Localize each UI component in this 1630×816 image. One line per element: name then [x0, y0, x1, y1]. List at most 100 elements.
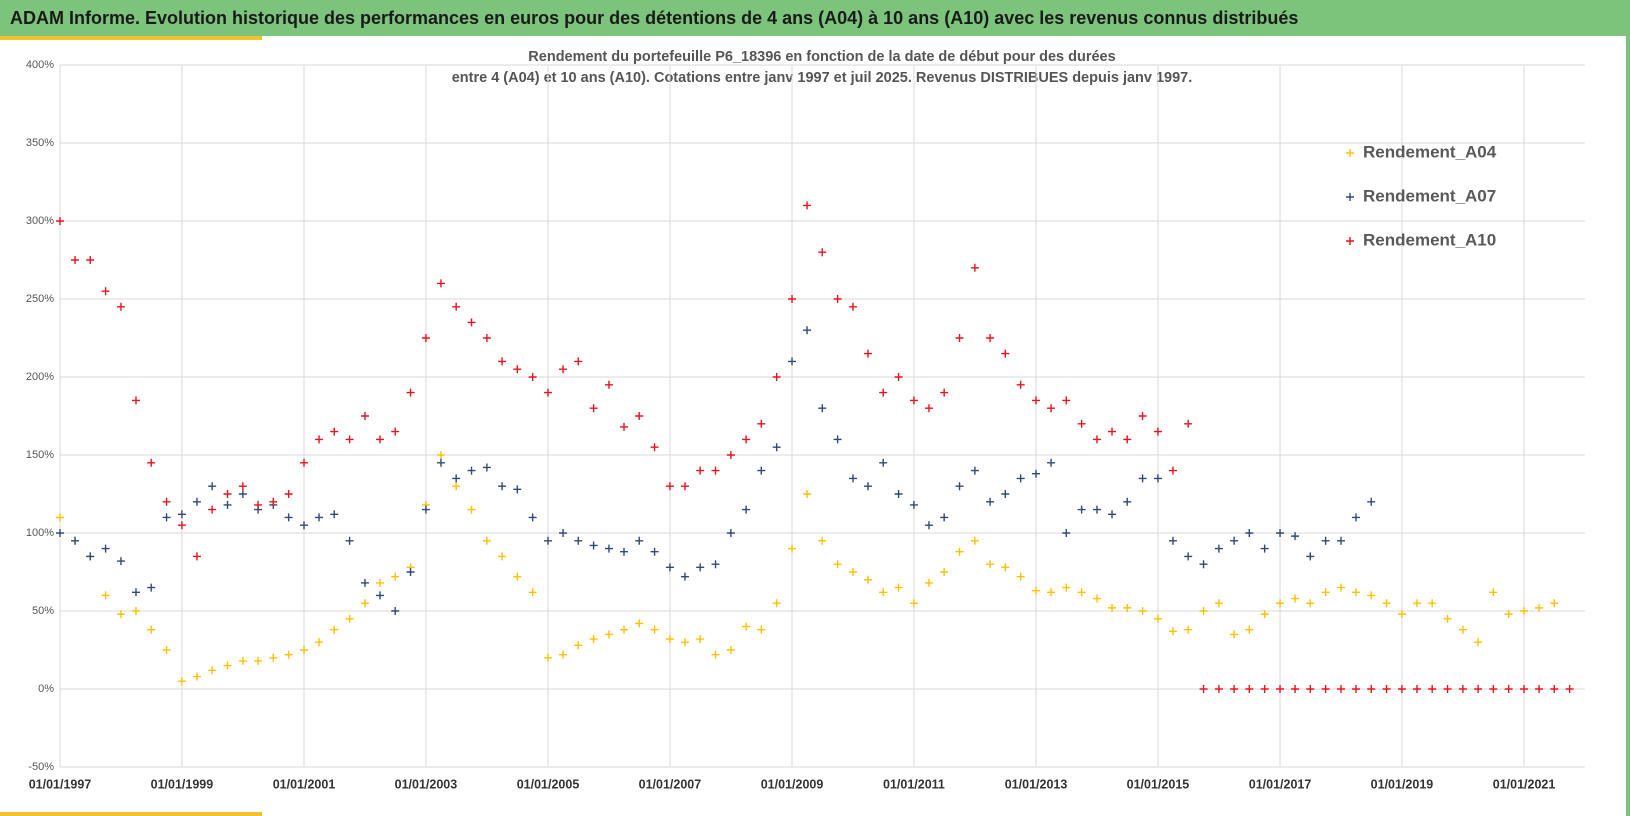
point [680, 572, 689, 581]
point [726, 451, 735, 459]
point [391, 607, 400, 615]
point [1520, 607, 1529, 615]
point [300, 458, 309, 467]
point [284, 650, 293, 659]
point [620, 625, 629, 634]
point [482, 334, 491, 342]
point [635, 412, 644, 420]
point [696, 635, 705, 644]
point [467, 466, 476, 475]
legend-label: Rendement_A07 [1363, 186, 1496, 205]
point [544, 536, 553, 545]
point [147, 583, 156, 592]
point [559, 365, 568, 374]
point [726, 529, 735, 537]
point [940, 513, 949, 522]
point [909, 599, 918, 608]
point [56, 513, 64, 522]
point [300, 521, 309, 530]
x-tick-label: 01/01/2005 [517, 777, 580, 791]
point [1535, 603, 1544, 612]
point [208, 666, 217, 675]
point [482, 463, 491, 472]
y-tick-label: -50% [28, 761, 54, 773]
point [1276, 685, 1285, 693]
point [345, 435, 354, 444]
point [574, 641, 583, 650]
point [924, 578, 933, 587]
point [879, 388, 888, 397]
point [757, 625, 766, 634]
point [924, 521, 933, 530]
point [894, 373, 903, 381]
point [788, 295, 797, 303]
point [833, 295, 842, 303]
point [1047, 458, 1056, 467]
y-tick-label: 0% [38, 683, 54, 695]
point [330, 427, 339, 436]
point [177, 677, 186, 686]
point [1336, 536, 1345, 545]
point [1230, 536, 1239, 545]
point [1001, 349, 1010, 358]
point [788, 544, 797, 553]
point [864, 482, 873, 491]
point [1214, 544, 1223, 553]
y-tick-label: 200% [26, 371, 54, 383]
point [406, 388, 415, 397]
point [864, 575, 873, 584]
point [1138, 474, 1147, 483]
x-tick-label: 01/01/2015 [1127, 777, 1190, 791]
point [1291, 685, 1300, 693]
point [1199, 607, 1208, 615]
point [894, 583, 903, 592]
point [1428, 599, 1437, 608]
point [1047, 404, 1056, 413]
point [223, 500, 232, 509]
point [421, 505, 430, 514]
point [1016, 474, 1025, 483]
point [1001, 490, 1010, 498]
point [162, 513, 171, 522]
point [1138, 412, 1147, 420]
point [879, 458, 888, 467]
point [635, 536, 644, 545]
point [315, 513, 324, 522]
point [726, 646, 735, 654]
point [436, 279, 445, 288]
point [147, 625, 156, 634]
point [482, 536, 491, 545]
point [208, 505, 217, 514]
legend-label: Rendement_A10 [1363, 230, 1496, 249]
point [803, 490, 812, 498]
y-tick-label: 400% [26, 59, 54, 71]
accent [0, 36, 262, 40]
point [254, 500, 263, 509]
point [940, 568, 949, 576]
point [238, 482, 247, 491]
point [924, 404, 933, 413]
point [757, 419, 766, 428]
point [498, 357, 507, 366]
point [254, 656, 263, 665]
point [803, 201, 812, 210]
point [1336, 685, 1345, 693]
point [269, 497, 278, 506]
point [116, 557, 125, 566]
x-tick-label: 01/01/1999 [151, 777, 214, 791]
plot [56, 201, 1574, 693]
point [1367, 497, 1376, 506]
chart-title: Rendement du portefeuille P6_18396 en fo… [528, 49, 1115, 65]
point [131, 396, 140, 405]
point [1108, 427, 1117, 436]
point [1001, 563, 1010, 572]
point [650, 547, 659, 556]
point [1260, 685, 1269, 693]
point [86, 552, 95, 561]
point [604, 544, 613, 553]
point [986, 334, 995, 342]
x-tick-label: 01/01/2017 [1249, 777, 1312, 791]
point [1016, 572, 1025, 581]
point [772, 373, 781, 381]
